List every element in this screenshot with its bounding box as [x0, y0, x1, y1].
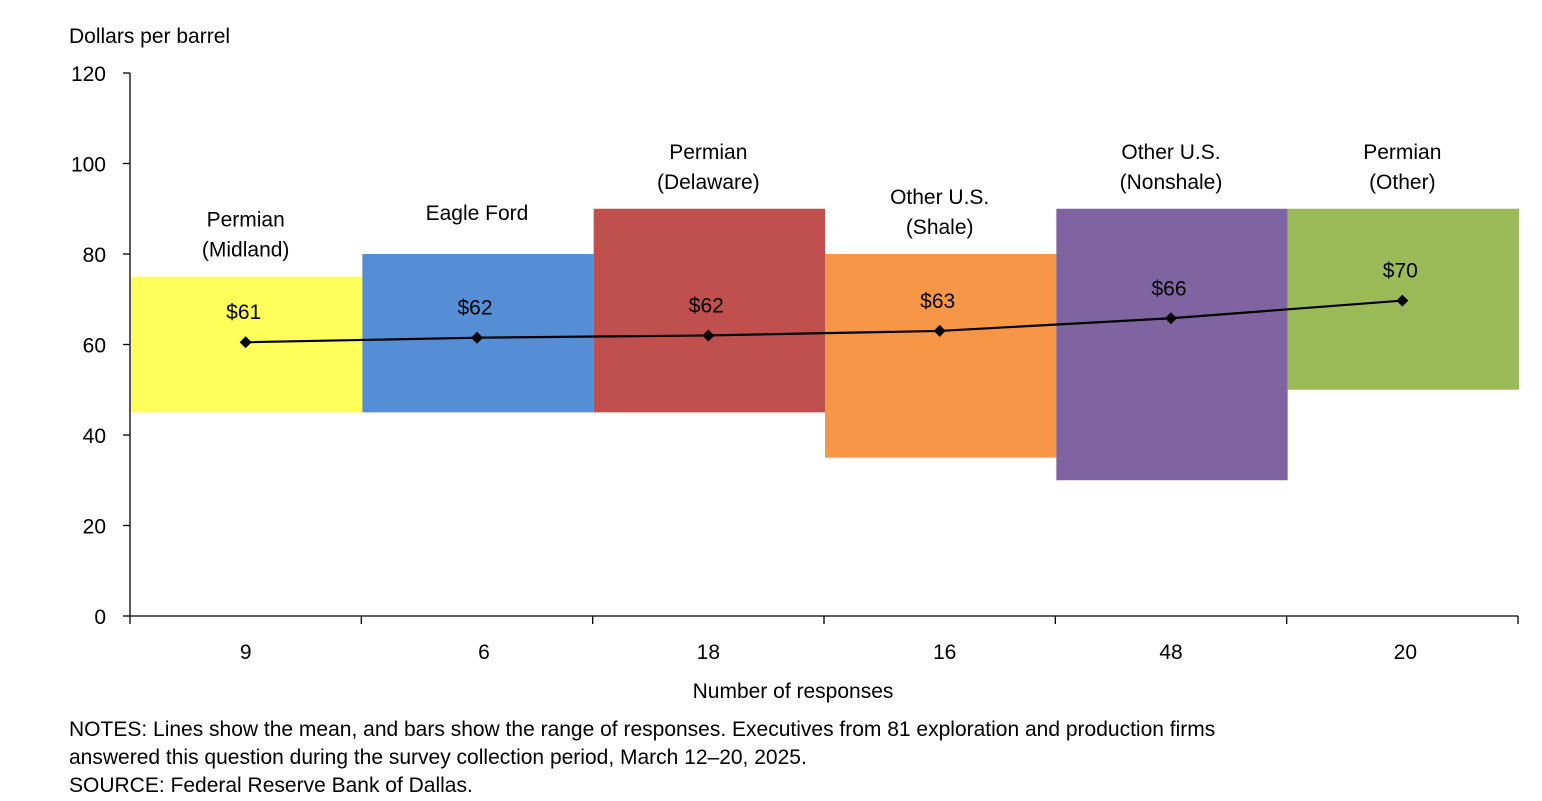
mean-point — [1165, 312, 1177, 325]
notes-line-2: answered this question during the survey… — [69, 746, 807, 769]
y-tick-label: 60 — [83, 335, 106, 358]
y-axis-title: Dollars per barrel — [69, 25, 230, 48]
x-tick-label: 18 — [697, 641, 720, 664]
x-tick-label: 6 — [478, 641, 490, 664]
mean-label: $61 — [226, 301, 261, 324]
x-axis-title: Number of responses — [693, 680, 894, 703]
x-tick-label: 16 — [933, 641, 956, 664]
mean-label: $62 — [457, 297, 492, 320]
region-label: Other U.S. — [1121, 141, 1220, 164]
y-tick-label: 0 — [94, 606, 106, 629]
mean-label: $66 — [1151, 277, 1186, 300]
notes-line-1: NOTES: Lines show the mean, and bars sho… — [69, 718, 1216, 741]
region-label: Other U.S. — [890, 186, 989, 209]
source-line: SOURCE: Federal Reserve Bank of Dallas. — [69, 774, 473, 797]
mean-labels: $61 $62 $62 $63 $66 $70 — [226, 260, 1418, 325]
y-tick-label: 80 — [83, 244, 106, 267]
mean-point — [471, 331, 483, 344]
y-tick-label: 20 — [83, 516, 106, 539]
x-tick-label: 9 — [240, 641, 252, 664]
region-label: (Shale) — [906, 216, 974, 239]
range-bar-4 — [1056, 208, 1288, 481]
mean-label: $63 — [920, 290, 955, 313]
mean-point — [239, 336, 252, 349]
region-label: (Other) — [1369, 171, 1436, 194]
y-tick-label: 100 — [71, 154, 106, 177]
range-bars — [131, 208, 1519, 481]
notes-block: NOTES: Lines show the mean, and bars sho… — [69, 716, 1489, 800]
y-tick-label: 120 — [71, 63, 106, 86]
range-bar-2 — [593, 208, 825, 413]
axes — [123, 72, 1519, 624]
region-label: (Midland) — [202, 239, 290, 262]
chart: Dollars per barrel 0 20 40 60 80 100 120 9 6 18 1… — [69, 25, 1519, 703]
mean-label: $62 — [689, 294, 724, 317]
region-label: Eagle Ford — [426, 202, 529, 225]
mean-point — [702, 329, 715, 342]
region-label: Permian — [669, 141, 747, 164]
region-label: (Delaware) — [657, 171, 760, 194]
x-tick-label: 20 — [1394, 641, 1417, 664]
region-label: Permian — [1363, 141, 1441, 164]
y-tick-label: 40 — [83, 425, 106, 448]
mean-line-path — [245, 299, 1403, 344]
mean-label: $70 — [1383, 260, 1418, 283]
y-tick-labels: 0 20 40 60 80 100 120 — [71, 63, 106, 629]
x-tick-label: 48 — [1159, 641, 1182, 664]
region-labels: Permian (Midland) Eagle Ford Permian (Delawa… — [202, 141, 1442, 262]
region-label: Permian — [207, 209, 285, 232]
range-bar-3 — [825, 254, 1057, 458]
mean-point — [1396, 294, 1409, 307]
x-category-labels: 9 6 18 16 48 20 — [240, 641, 1417, 664]
mean-point — [933, 324, 946, 337]
region-label: (Nonshale) — [1120, 171, 1223, 194]
mean-line — [239, 294, 1409, 349]
